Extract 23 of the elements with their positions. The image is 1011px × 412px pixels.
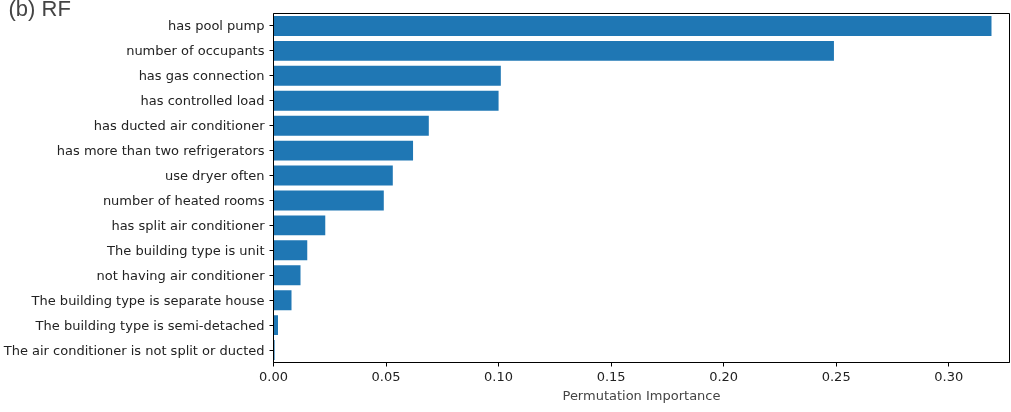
y-tick-label: has more than two refrigerators [56, 143, 265, 159]
y-tick-label: The air conditioner is not split or ducted [2, 342, 265, 358]
x-tick-label: 0.25 [821, 368, 851, 384]
y-tick-label: The building type is unit [106, 242, 265, 258]
y-tick-label: not having air conditioner [96, 267, 266, 283]
y-tick-label: has gas connection [138, 68, 265, 84]
text: (b) RF [8, 0, 71, 21]
x-tick-label: 0.20 [709, 368, 739, 384]
y-tick-label: number of occupants [126, 43, 265, 59]
x-tick-label: 0.30 [934, 368, 964, 384]
y-tick-label: has pool pump [168, 18, 265, 34]
y-tick-label: The building type is separate house [30, 292, 265, 308]
y-tick-label: has split air conditioner [111, 217, 266, 233]
x-tick-label: 0.15 [596, 368, 626, 384]
y-tick-label: The building type is semi-detached [34, 317, 265, 333]
x-tick-label: 0.10 [484, 368, 514, 384]
y-tick-label: has ducted air conditioner [93, 118, 266, 134]
x-axis-title: Permutation Importance [562, 387, 721, 403]
y-tick-label: number of heated rooms [102, 192, 265, 208]
x-tick-label: 0.00 [259, 368, 288, 384]
x-tick-label: 0.05 [371, 368, 401, 384]
y-tick-label: has controlled load [140, 93, 265, 109]
y-tick-label: use dryer often [164, 168, 265, 184]
